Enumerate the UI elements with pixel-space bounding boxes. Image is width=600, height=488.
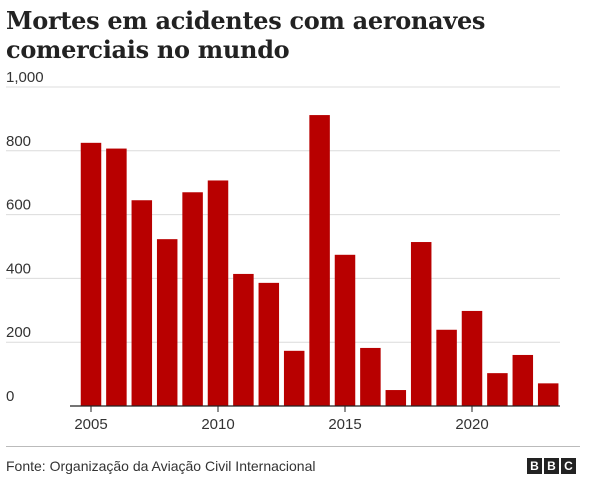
x-axis-labels: 2005 2010 2015 2020 bbox=[74, 416, 488, 433]
bar-2016 bbox=[360, 347, 381, 406]
chart-title: Mortes em acidentes com aeronaves comerc… bbox=[6, 6, 486, 64]
source-note: Fonte: Organização da Aviação Civil Inte… bbox=[6, 458, 316, 474]
y-tick-label: 800 bbox=[6, 133, 31, 150]
bar-2012 bbox=[258, 282, 280, 406]
y-tick-label: 400 bbox=[6, 260, 31, 277]
y-tick-label: 600 bbox=[6, 197, 31, 214]
bar-2011 bbox=[233, 273, 254, 406]
bar-2021 bbox=[487, 373, 508, 406]
x-tick-label: 2020 bbox=[455, 416, 488, 433]
bar-2018 bbox=[410, 242, 432, 406]
bar-2020 bbox=[461, 310, 483, 406]
bar-2023 bbox=[537, 383, 559, 406]
y-axis-labels: 0 200 400 600 800 1,000 bbox=[6, 69, 44, 405]
bar-2008 bbox=[156, 239, 178, 406]
x-tick-label: 2005 bbox=[74, 416, 107, 433]
bar-chart: 0 200 400 600 800 1,000 2005 2010 2015 2020 bbox=[6, 69, 560, 433]
bar-2009 bbox=[182, 192, 203, 406]
bar-2015 bbox=[334, 254, 356, 406]
bar-2007 bbox=[131, 200, 153, 406]
bar-2006 bbox=[106, 148, 127, 406]
logo-letter: C bbox=[561, 458, 576, 474]
bar-2022 bbox=[512, 354, 534, 406]
logo-letter: B bbox=[544, 458, 559, 474]
bar-2019 bbox=[436, 329, 457, 406]
bar-2017 bbox=[385, 390, 407, 406]
bar-2010 bbox=[207, 180, 229, 406]
x-tick-label: 2010 bbox=[201, 416, 234, 433]
x-tick-label: 2015 bbox=[328, 416, 361, 433]
y-tick-label: 0 bbox=[6, 388, 14, 405]
bar-2013 bbox=[283, 350, 305, 406]
bars bbox=[80, 115, 559, 407]
y-tick-label: 1,000 bbox=[6, 69, 44, 86]
footer-divider bbox=[6, 446, 580, 447]
y-tick-label: 200 bbox=[6, 324, 31, 341]
bar-2005 bbox=[80, 142, 102, 406]
x-axis bbox=[70, 405, 560, 412]
bbc-logo: B B C bbox=[527, 458, 576, 474]
bar-2014 bbox=[309, 115, 330, 407]
logo-letter: B bbox=[527, 458, 542, 474]
